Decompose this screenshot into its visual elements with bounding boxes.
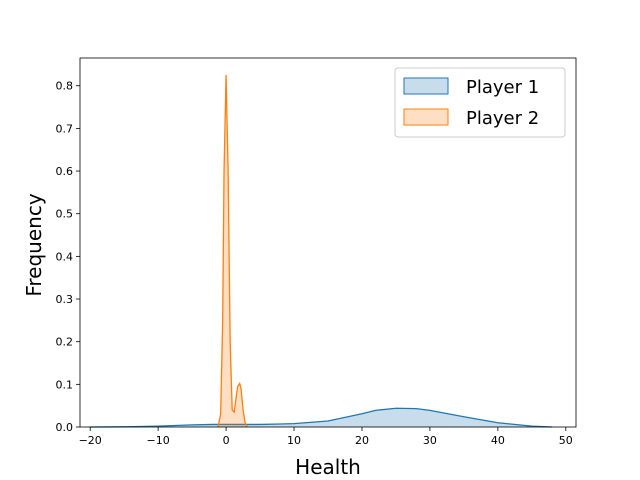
x-tick-label: 40	[491, 434, 505, 447]
legend-swatch	[403, 77, 449, 95]
plot-frame	[79, 57, 577, 428]
axes-layer: −20 −10 0 10 20 30 40 50 0.0 0.1 0.2 0.3 0.4 0.5 0.6 0.…	[56, 57, 577, 447]
legend: Player 1 Player 2	[394, 67, 566, 138]
series-layer	[90, 75, 553, 428]
x-tick-label: 20	[355, 434, 369, 447]
y-tick-label: 0.5	[56, 208, 74, 221]
legend-label: Player 1	[466, 77, 539, 98]
x-axis-label: Health	[295, 455, 361, 479]
x-tick-label: 30	[423, 434, 437, 447]
y-axis-label: Frequency	[22, 193, 46, 296]
x-tick-label: 10	[287, 434, 301, 447]
y-tick-label: 0.3	[56, 293, 74, 306]
y-tick-label: 0.6	[56, 165, 74, 178]
x-tick-label: −20	[79, 434, 102, 447]
series-1-line	[90, 407, 553, 428]
x-tick-label: 0	[223, 434, 230, 447]
series-2-line	[217, 75, 248, 428]
y-tick-label: 0.2	[56, 336, 74, 349]
series-1-area	[90, 408, 553, 427]
series-2-area	[217, 75, 248, 427]
y-tick-label: 0.7	[56, 122, 74, 135]
legend-label: Player 2	[466, 108, 539, 129]
y-tick-label: 0.4	[56, 250, 74, 263]
legend-box	[394, 67, 566, 138]
y-tick-label: 0.0	[56, 421, 74, 434]
x-tick-label: 50	[559, 434, 573, 447]
x-tick-label: −10	[147, 434, 170, 447]
y-tick-label: 0.8	[56, 80, 74, 93]
y-tick-label: 0.1	[56, 378, 74, 391]
legend-swatch	[403, 108, 449, 126]
